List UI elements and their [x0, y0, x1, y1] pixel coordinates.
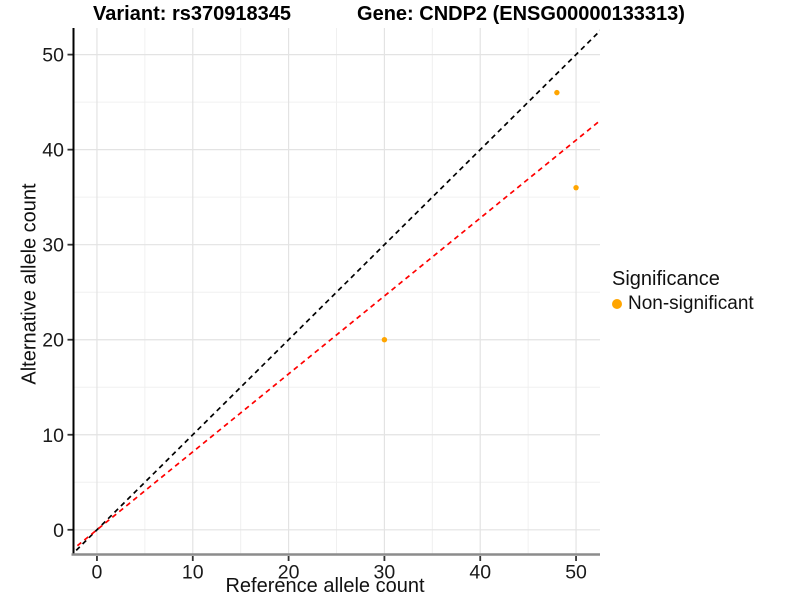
gene-title: Gene: CNDP2 (ENSG00000133313) [357, 3, 685, 25]
data-point [381, 337, 388, 343]
data-point [573, 184, 579, 191]
y-tick-label: 50 [42, 45, 64, 67]
x-tick-label: 40 [469, 562, 491, 584]
data-points [381, 89, 579, 343]
legend: Significance Non-significant [612, 268, 754, 315]
y-tick-label: 10 [42, 425, 64, 447]
axis-ticks [67, 53, 577, 561]
y-tick-label: 0 [53, 520, 64, 542]
legend-items: Non-significant [612, 293, 754, 315]
x-tick-label: 10 [182, 562, 204, 584]
fit-line [73, 119, 600, 551]
x-tick-label: 30 [374, 562, 396, 584]
x-tick-label: 0 [92, 562, 103, 584]
legend-item: Non-significant [612, 293, 754, 315]
y-tick-label: 20 [42, 330, 64, 352]
axis-lines [71, 28, 600, 556]
x-tick-label: 20 [278, 562, 300, 584]
x-tick-label: 50 [565, 562, 587, 584]
reference-lines [73, 29, 600, 555]
legend-item-label: Non-significant [628, 293, 754, 314]
tick-labels: 0 10 20 30 40 50 0 10 20 30 40 50 [42, 45, 587, 584]
minor-gridlines [73, 28, 600, 555]
x-axis-title: Reference allele count [225, 575, 425, 597]
y-axis-title: Alternative allele count [18, 183, 41, 385]
data-point [554, 89, 560, 96]
identity-line [73, 29, 600, 555]
y-tick-label: 40 [42, 140, 64, 162]
legend-title: Significance [612, 268, 720, 290]
major-gridlines [73, 28, 600, 555]
y-tick-label: 30 [42, 235, 64, 257]
variant-title: Variant: rs370918345 [93, 3, 291, 25]
legend-point-icon [612, 299, 622, 309]
